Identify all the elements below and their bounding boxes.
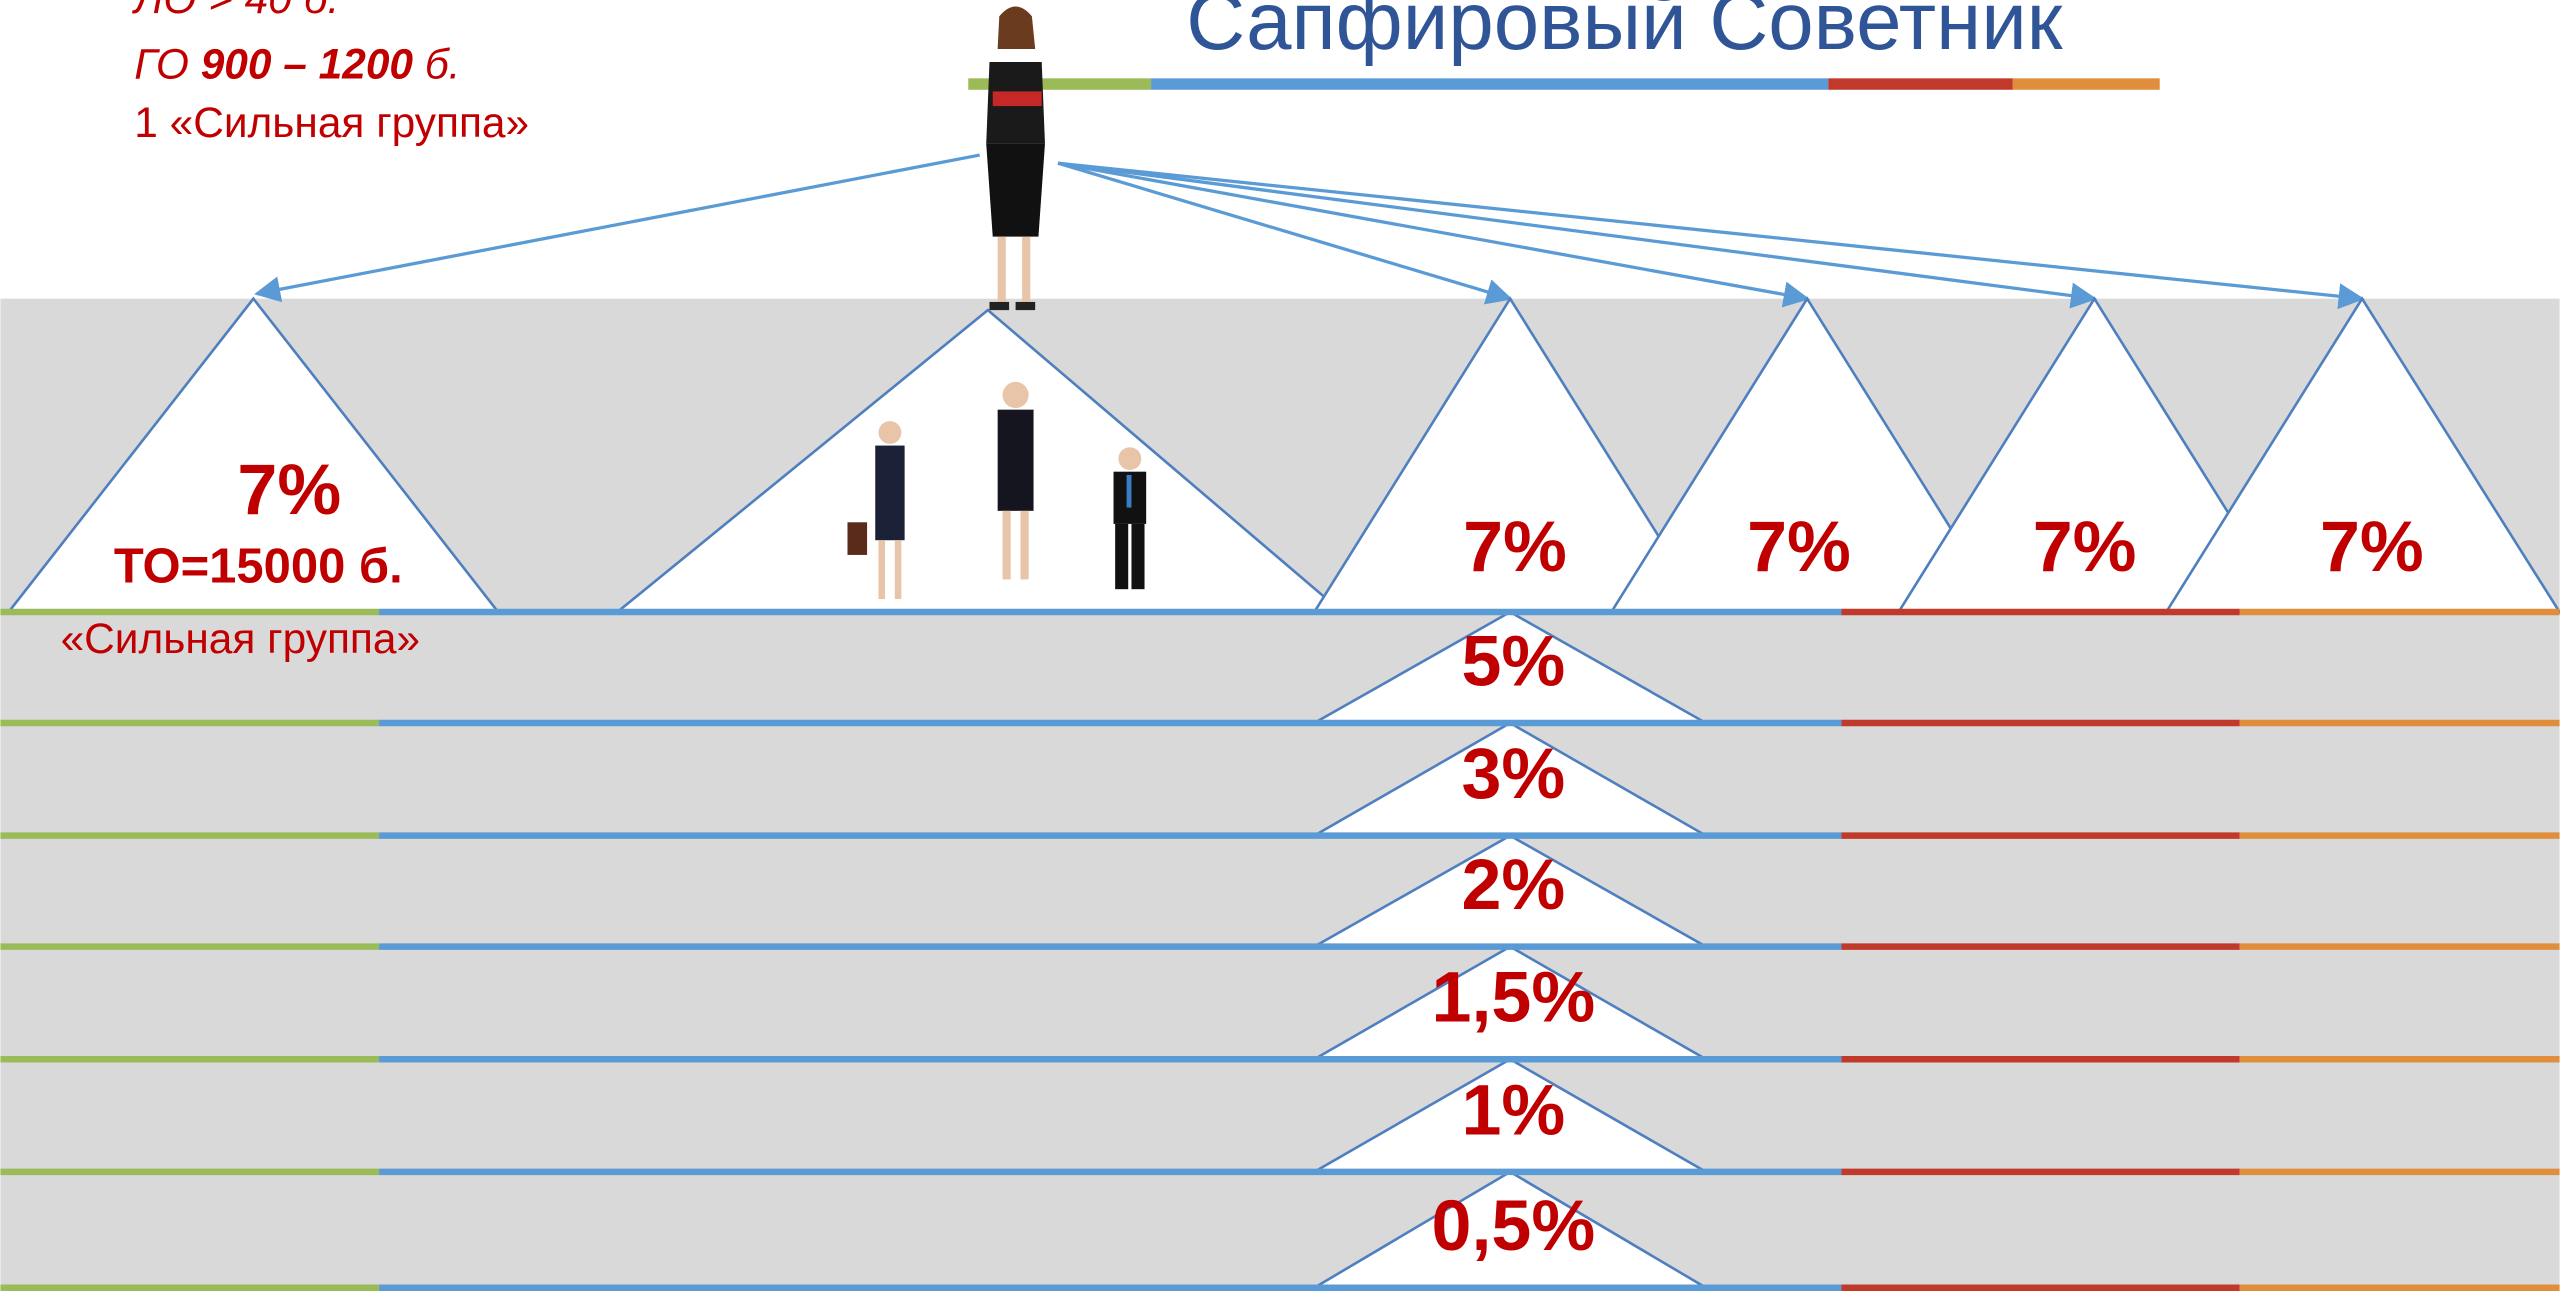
page: {"header": {"lines": ["ЛО > 40 б.", {"pr…: [0, 0, 2560, 1291]
level-percent: 3%: [1462, 734, 1566, 814]
title-underline: [968, 78, 2159, 89]
first-line-percent: 7%: [2320, 507, 2424, 587]
title: Сапфировый Советник: [1186, 0, 2064, 67]
level-percent: 1%: [1462, 1070, 1566, 1150]
slide: Сапфировый Советник ЛО > 40 б. ГО 900 – …: [0, 0, 2560, 1291]
first-line-percent: 7%: [1463, 507, 1567, 587]
first-line-percent: 7%: [1747, 507, 1851, 587]
level-percent: 1,5%: [1432, 958, 1596, 1038]
level-percent: 2%: [1462, 845, 1566, 925]
header-part: б.: [413, 40, 460, 87]
level-percent: 0,5%: [1432, 1186, 1596, 1266]
advisor-figure: [986, 7, 1045, 311]
first-line-percent: 7%: [2033, 507, 2137, 587]
group-label: «Сильная группа»: [61, 615, 420, 662]
level-percent: 5%: [1462, 621, 1566, 701]
group-turnover: ТО=15000 б.: [114, 540, 403, 594]
group-percent: 7%: [237, 450, 341, 530]
header-part: ГО: [134, 40, 200, 87]
header-line: ГО 900 – 1200 б.: [134, 40, 460, 87]
header-part: 900 – 1200: [201, 40, 414, 87]
header-line: 1 «Сильная группа»: [134, 99, 529, 146]
header-line: ЛО > 40 б.: [131, 0, 339, 22]
arrows: [257, 155, 2362, 299]
